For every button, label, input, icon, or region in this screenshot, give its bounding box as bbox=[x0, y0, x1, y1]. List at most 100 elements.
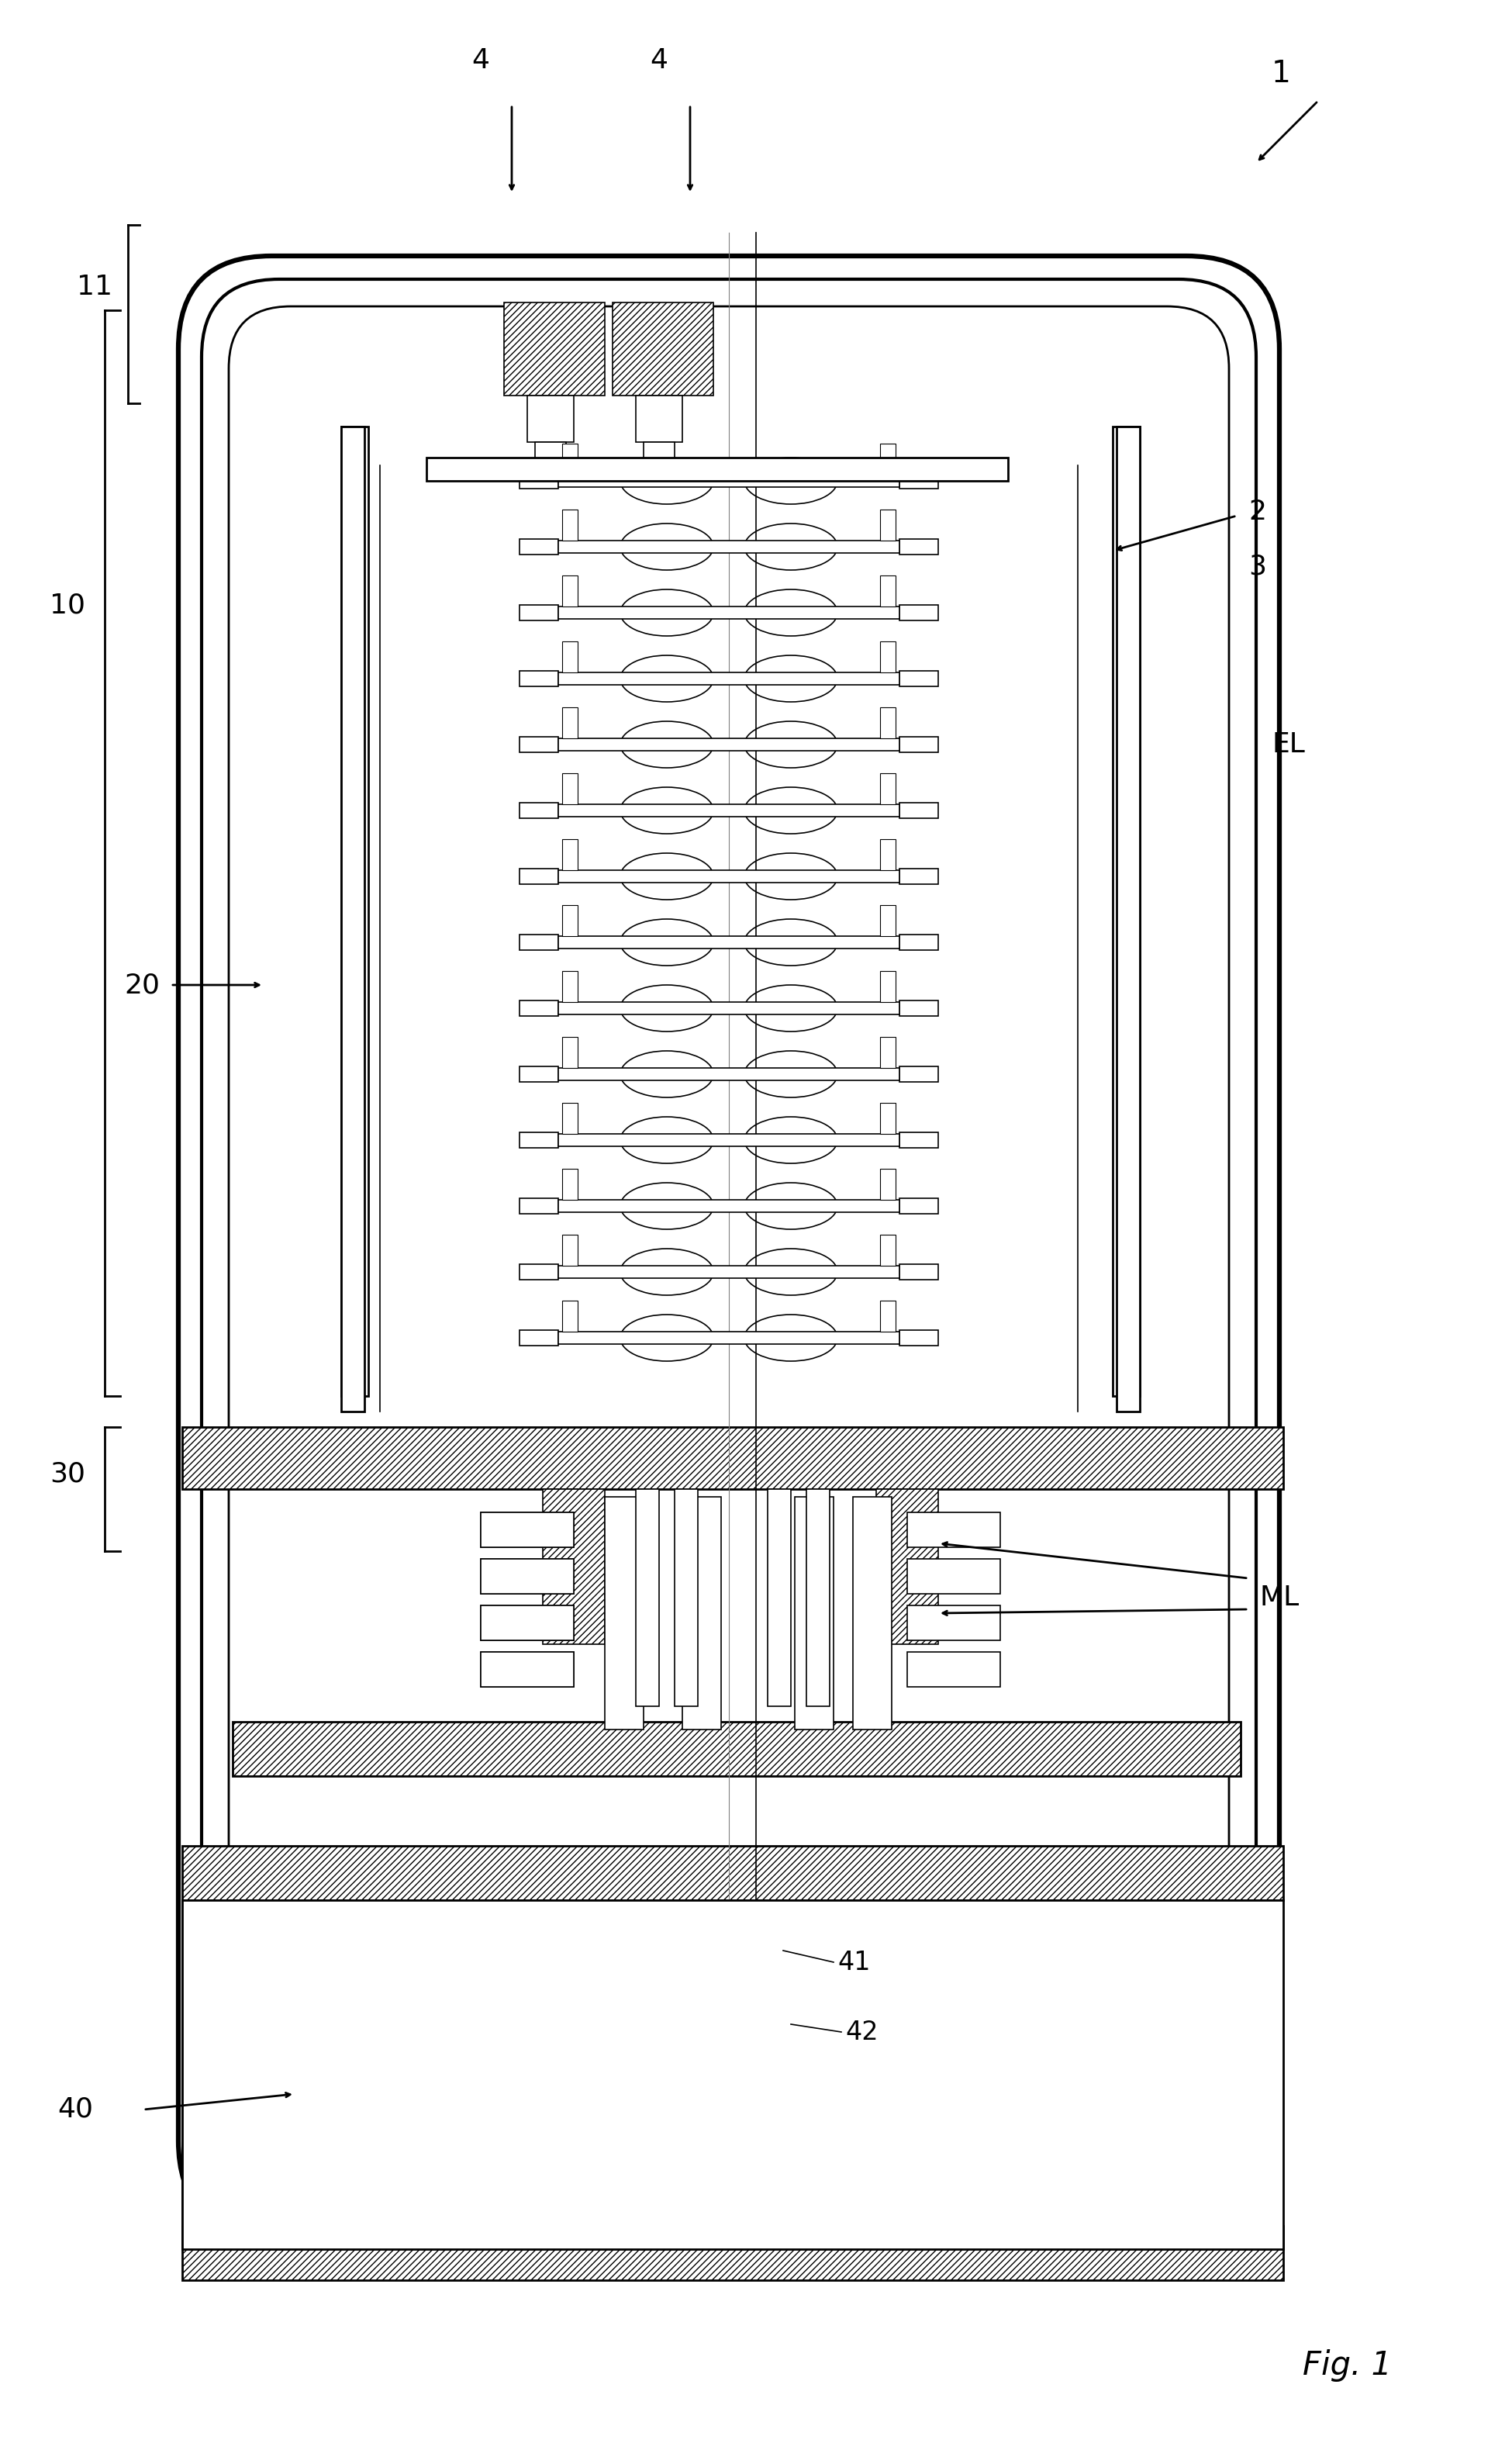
Bar bbox=[880, 1170, 895, 1199]
Text: 30: 30 bbox=[50, 1459, 85, 1486]
Bar bbox=[558, 607, 900, 619]
Text: 2: 2 bbox=[1249, 499, 1266, 526]
Text: 4: 4 bbox=[650, 47, 668, 74]
Bar bbox=[900, 1133, 939, 1147]
Bar bbox=[183, 1899, 253, 2248]
Bar bbox=[183, 1899, 1284, 2248]
Text: 40: 40 bbox=[57, 2096, 94, 2123]
Bar bbox=[520, 604, 558, 622]
Bar bbox=[562, 1103, 578, 1133]
Bar bbox=[907, 1604, 1001, 1641]
Bar bbox=[342, 428, 364, 1410]
Bar bbox=[528, 396, 573, 442]
Bar bbox=[562, 1300, 578, 1332]
Bar bbox=[481, 1514, 573, 1548]
Bar bbox=[481, 1651, 573, 1688]
Bar bbox=[520, 1000, 558, 1017]
Bar bbox=[503, 302, 605, 396]
Bar bbox=[900, 1329, 939, 1346]
Bar bbox=[558, 1265, 900, 1278]
Text: 3: 3 bbox=[1249, 553, 1266, 580]
Bar bbox=[907, 1514, 1001, 1548]
Bar bbox=[853, 1496, 892, 1730]
Bar bbox=[900, 538, 939, 555]
Bar bbox=[644, 442, 674, 464]
Bar bbox=[183, 2226, 1284, 2280]
Bar bbox=[900, 1199, 939, 1214]
Bar bbox=[907, 1651, 1001, 1688]
Bar bbox=[558, 541, 900, 553]
Bar bbox=[562, 1236, 578, 1265]
Bar bbox=[233, 1722, 1241, 1776]
Bar bbox=[342, 428, 369, 1396]
Bar bbox=[558, 740, 900, 752]
Bar bbox=[880, 971, 895, 1002]
Bar bbox=[875, 1489, 939, 1644]
Bar bbox=[562, 971, 578, 1002]
Bar bbox=[900, 870, 939, 885]
Bar bbox=[183, 1845, 1284, 1899]
Bar bbox=[520, 1265, 558, 1280]
Text: EL: EL bbox=[1272, 732, 1305, 757]
Bar bbox=[562, 774, 578, 803]
Bar bbox=[520, 1133, 558, 1147]
Bar bbox=[637, 1489, 659, 1705]
Bar bbox=[880, 708, 895, 740]
Bar bbox=[900, 1000, 939, 1017]
Bar bbox=[558, 936, 900, 948]
Bar bbox=[674, 1489, 699, 1705]
Bar bbox=[637, 396, 682, 442]
Text: ML: ML bbox=[1259, 1585, 1300, 1612]
Bar bbox=[1116, 428, 1140, 1410]
Bar bbox=[558, 1332, 900, 1344]
Bar bbox=[562, 1037, 578, 1069]
Bar bbox=[481, 1558, 573, 1595]
Bar bbox=[520, 1199, 558, 1214]
Bar bbox=[372, 2000, 1086, 2093]
Bar bbox=[1214, 1899, 1284, 2248]
Bar bbox=[795, 1496, 833, 1730]
Bar bbox=[900, 737, 939, 752]
Bar bbox=[562, 445, 578, 474]
Text: 20: 20 bbox=[124, 973, 160, 998]
Bar bbox=[880, 774, 895, 803]
Text: 42: 42 bbox=[845, 2020, 878, 2044]
Bar bbox=[481, 1604, 573, 1641]
Bar bbox=[562, 708, 578, 740]
Bar bbox=[900, 934, 939, 951]
Bar bbox=[562, 840, 578, 870]
FancyBboxPatch shape bbox=[178, 256, 1279, 2233]
Bar bbox=[558, 1002, 900, 1015]
Bar bbox=[481, 1651, 573, 1688]
Bar bbox=[295, 2101, 1163, 2165]
Bar bbox=[612, 302, 714, 396]
Bar bbox=[520, 538, 558, 555]
FancyBboxPatch shape bbox=[228, 307, 1229, 2184]
Bar bbox=[481, 1604, 573, 1641]
Bar bbox=[562, 575, 578, 607]
Bar bbox=[520, 474, 558, 489]
Bar bbox=[562, 641, 578, 673]
Bar bbox=[558, 673, 900, 686]
Text: 41: 41 bbox=[838, 1948, 871, 1975]
Bar bbox=[880, 904, 895, 936]
Bar bbox=[880, 1236, 895, 1265]
Bar bbox=[900, 671, 939, 686]
Bar bbox=[558, 1199, 900, 1211]
Bar bbox=[520, 803, 558, 818]
Bar bbox=[605, 1496, 644, 1730]
Bar bbox=[520, 870, 558, 885]
Bar bbox=[900, 604, 939, 622]
Bar bbox=[535, 442, 565, 464]
Bar bbox=[900, 1265, 939, 1280]
Bar bbox=[562, 1170, 578, 1199]
Bar bbox=[543, 1489, 605, 1644]
Bar bbox=[880, 840, 895, 870]
Bar bbox=[481, 1514, 573, 1548]
Bar bbox=[520, 1066, 558, 1081]
Bar bbox=[907, 1558, 1001, 1595]
Bar bbox=[558, 870, 900, 882]
Bar bbox=[520, 737, 558, 752]
Bar bbox=[768, 1489, 791, 1705]
Text: Fig. 1: Fig. 1 bbox=[1303, 2349, 1393, 2381]
